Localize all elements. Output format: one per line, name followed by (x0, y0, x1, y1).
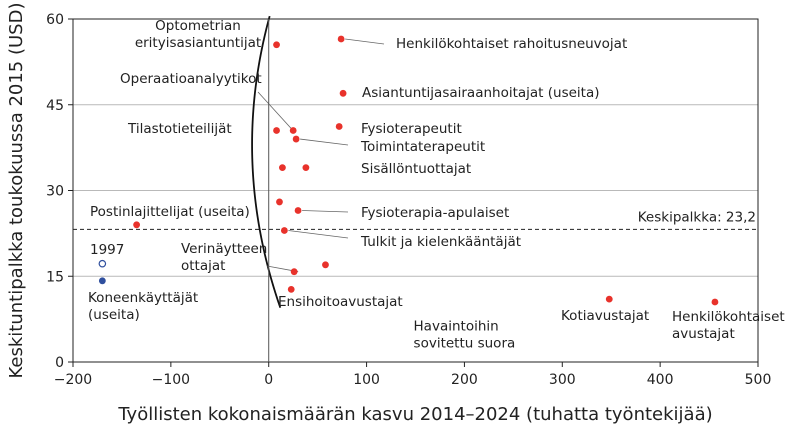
y-tick-label: 30 (46, 184, 64, 200)
leader-line (302, 210, 349, 213)
point-label-line: Sisällöntuottajat (361, 161, 471, 177)
point-label-line: Optometrian (155, 18, 241, 34)
y-tick-label: 60 (46, 12, 64, 28)
y-tick-label: 45 (46, 98, 64, 114)
axes: Työllisten kokonaismäärän kasvu 2014–202… (6, 3, 771, 425)
point-label: Optometrian erityisasiantuntijat (135, 18, 261, 51)
data-point (605, 295, 613, 303)
x-tick-label: −200 (54, 372, 92, 388)
point-label: Verinäytteen ottajat (181, 241, 267, 274)
data-point (337, 35, 345, 43)
data-point (335, 123, 343, 130)
point-label: Tulkit ja kielenkääntäjät (360, 234, 521, 250)
leader-line (300, 138, 349, 146)
point-label-line: Kotiavustajat (561, 308, 649, 324)
point-label-line: Henkilökohtaiset (672, 309, 785, 325)
point-label-line: Postinlajittelijat (useita) (90, 204, 250, 220)
point-label-line: Tulkit ja kielenkääntäjät (360, 234, 521, 250)
data-point (294, 207, 302, 214)
data-point-machine-operators-1997 (98, 259, 107, 268)
point-label-line: ottajat (181, 258, 225, 274)
point-label: Henkilökohtaiset avustajat (672, 309, 785, 342)
grid-lines (73, 104, 758, 277)
data-point (133, 221, 141, 229)
leader-line (257, 91, 292, 129)
leader-line (288, 230, 349, 239)
data-point (289, 127, 297, 134)
x-tick-label: 200 (451, 372, 478, 388)
fitted-curve-label-line: Havaintoihin (414, 319, 499, 335)
data-point (273, 41, 280, 49)
y-axis-title: Keskituntipalkka toukokuussa 2015 (USD) (6, 3, 27, 379)
point-label-line: Fysioterapeutit (361, 121, 462, 137)
data-point (279, 164, 286, 172)
point-labels: Havaintoihin sovitettu suora Optometrian er… (88, 18, 785, 352)
point-label-line: Henkilökohtaiset rahoitusneuvojat (396, 36, 627, 52)
data-point-machine-operators-2015 (98, 277, 106, 285)
x-tick-label: 0 (264, 372, 273, 388)
point-label-line: Tilastotieteilijät (127, 121, 232, 137)
point-label-machine-operators-line: Koneenkäyttäjät (88, 290, 198, 306)
leader-line (345, 38, 385, 45)
point-label: Toimintaterapeutit (360, 139, 485, 155)
x-axis-title: Työllisten kokonaismäärän kasvu 2014–202… (117, 404, 712, 425)
point-label: Sisällöntuottajat (361, 161, 471, 177)
point-label-machine-operators-line: (useita) (88, 307, 140, 323)
point-label-line: Toimintaterapeutit (360, 139, 485, 155)
y-tick-label: 0 (55, 355, 64, 371)
point-label: Asiantuntijasairaanhoitajat (useita) (362, 85, 600, 101)
point-label-operations-analysts: Operaatioanalyytikot (120, 71, 262, 87)
point-label-line: erityisasiantuntijat (135, 35, 261, 51)
point-label: Henkilökohtaiset rahoitusneuvojat (396, 36, 627, 52)
point-label-line: Asiantuntijasairaanhoitajat (useita) (362, 85, 600, 101)
x-tick-label: 100 (353, 372, 380, 388)
point-label: Tilastotieteilijät (127, 121, 232, 137)
point-label-machine-operators: Koneenkäyttäjät (useita) (88, 290, 198, 323)
fitted-curve-group (251, 15, 282, 308)
x-tick-label: 300 (549, 372, 576, 388)
fitted-curve-label-line: sovitettu suora (414, 336, 516, 352)
fitted-curve-label: Havaintoihin sovitettu suora (414, 319, 516, 352)
data-point (290, 268, 298, 276)
mean-wage-line-group: Keskipalkka: 23,2 (73, 209, 758, 230)
point-label-line: Fysioterapia-apulaiset (361, 205, 509, 221)
point-label: Fysioterapeutit (361, 121, 462, 137)
x-tick-label: −100 (152, 372, 190, 388)
data-point (276, 198, 283, 206)
year-label-1997: 1997 (90, 242, 124, 258)
point-label: Postinlajittelijat (useita) (90, 204, 250, 220)
data-point (339, 89, 347, 97)
point-label-line: Ensihoitoavustajat (278, 294, 403, 310)
data-point (711, 298, 719, 306)
data-point (302, 164, 310, 172)
point-label-line: avustajat (672, 326, 735, 342)
data-points (98, 35, 719, 306)
point-label: Fysioterapia-apulaiset (361, 205, 509, 221)
point-label: Kotiavustajat (561, 308, 649, 324)
point-label-line: Verinäytteen (181, 241, 267, 257)
y-tick-label: 15 (46, 269, 64, 285)
x-tick-label: 400 (647, 372, 674, 388)
data-point (273, 127, 280, 134)
fitted-curve (251, 15, 282, 308)
data-point (322, 261, 329, 269)
mean-wage-label: Keskipalkka: 23,2 (638, 209, 756, 225)
x-tick-label: 500 (745, 372, 772, 388)
data-point (280, 227, 288, 234)
point-label: Ensihoitoavustajat (278, 294, 403, 310)
data-point (292, 135, 300, 143)
data-point (287, 285, 295, 293)
